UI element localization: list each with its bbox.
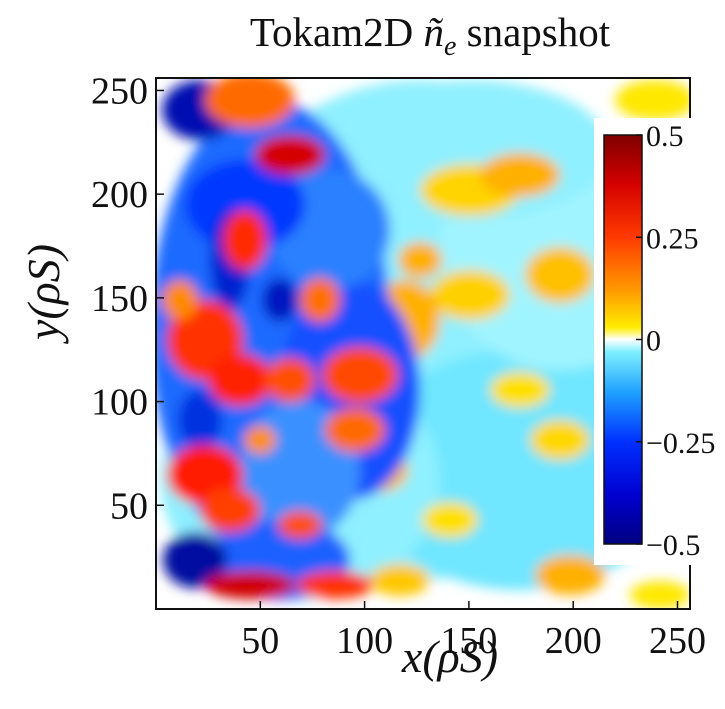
density-field — [156, 78, 690, 609]
y-axis: 50 100 150 200 250 — [91, 70, 164, 527]
field-blob — [370, 564, 430, 596]
colorbar-tick-label: 0.5 — [646, 120, 684, 153]
x-tick-label: 50 — [241, 620, 279, 662]
colorbar-tick-label: 0 — [646, 325, 661, 358]
title-suffix: snapshot — [456, 9, 611, 55]
colorbar-ticks: 0.5 0.25 0 −0.25 −0.5 — [636, 120, 715, 562]
field-blob — [325, 408, 385, 452]
field-blob — [322, 347, 398, 403]
x-tick-label: 200 — [545, 620, 602, 662]
field-blob — [205, 78, 295, 128]
field-blob — [480, 153, 560, 197]
chart-title: Tokam2D ñe snapshot — [150, 8, 710, 63]
colorbar-tick-label: −0.25 — [646, 427, 715, 460]
field-blob — [162, 280, 198, 320]
y-tick-label: 250 — [91, 70, 148, 112]
field-blob — [244, 426, 276, 454]
field-blob — [525, 247, 595, 303]
field-blob — [205, 571, 295, 599]
x-tick-label: 100 — [336, 620, 393, 662]
colorbar-tick-label: −0.5 — [646, 529, 700, 562]
y-axis-label: y(ρS) — [18, 243, 69, 341]
y-tick-label: 150 — [91, 278, 148, 320]
field-blob — [398, 242, 442, 278]
field-blob — [530, 420, 590, 460]
field-blob — [297, 571, 373, 599]
x-axis-label: x(ρS) — [401, 631, 499, 682]
field-blob — [630, 581, 690, 609]
field-blob — [615, 80, 690, 120]
field-blob — [265, 358, 315, 402]
field-blob — [535, 555, 605, 595]
y-tick-label: 100 — [91, 382, 148, 424]
title-prefix: Tokam2D — [249, 9, 424, 55]
field-blob — [430, 270, 510, 320]
field-blob — [490, 372, 550, 408]
field-blob — [300, 278, 340, 322]
x-axis: 50 100 150 200 250 — [241, 601, 706, 662]
field-blob — [422, 502, 478, 538]
field-blob — [255, 135, 325, 175]
colorbar-gradient — [603, 134, 643, 545]
title-symbol: ñ — [423, 9, 444, 55]
field-blob — [208, 354, 272, 406]
field-blob — [200, 488, 260, 532]
y-tick-label: 50 — [110, 485, 148, 527]
field-blob — [278, 511, 322, 539]
field-blob — [223, 210, 267, 270]
colorbar: 0.5 0.25 0 −0.25 −0.5 — [594, 118, 715, 565]
y-tick-label: 200 — [91, 174, 148, 216]
x-tick-label: 150 — [440, 620, 497, 662]
field-blob — [163, 532, 227, 588]
x-tick-label: 250 — [649, 620, 706, 662]
field-blob — [178, 390, 222, 450]
title-subscript: e — [443, 31, 457, 63]
colorbar-tick-label: 0.25 — [646, 222, 699, 255]
field-blob — [262, 278, 298, 322]
